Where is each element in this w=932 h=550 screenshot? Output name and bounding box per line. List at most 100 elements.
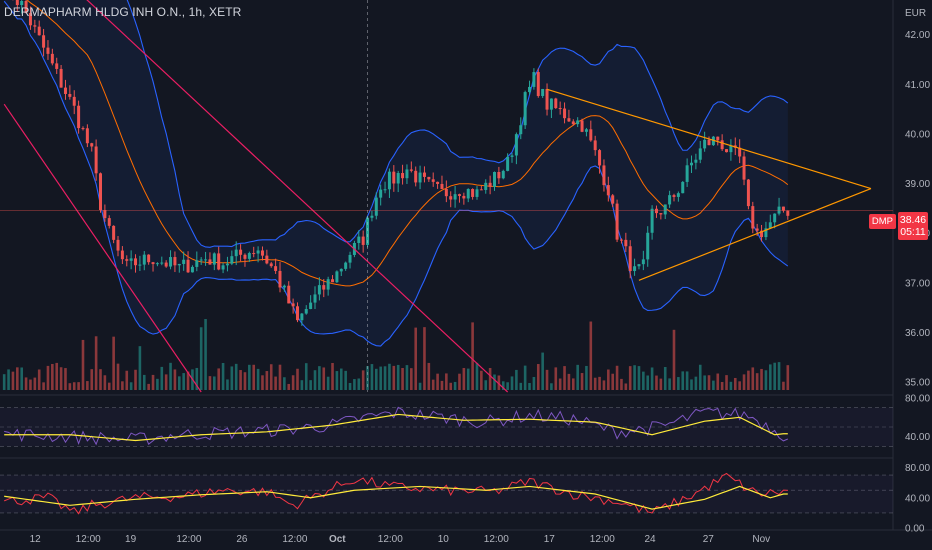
volume-bar (488, 368, 492, 390)
candle-body (260, 250, 264, 256)
candle-body (554, 98, 558, 109)
volume-bar (283, 377, 286, 390)
candle-body (659, 213, 663, 215)
volume-bar (585, 365, 588, 390)
candle-body (563, 108, 567, 119)
candle-body (134, 258, 138, 266)
candle-body (501, 170, 505, 179)
volume-bar (536, 364, 540, 390)
candle-body (46, 47, 50, 54)
candle-body (212, 253, 216, 265)
volume-bar (269, 364, 273, 390)
candle-body (541, 88, 545, 96)
volume-bar (265, 371, 269, 390)
candle-body (309, 302, 313, 310)
volume-bar (764, 370, 768, 390)
candle-body (37, 26, 41, 36)
volume-bar (550, 383, 553, 390)
candle-body (414, 170, 418, 183)
candle-body (497, 171, 501, 179)
candle-body (681, 181, 685, 194)
volume-bar (410, 368, 413, 390)
candle-body (326, 279, 330, 290)
volume-bar (519, 382, 523, 390)
volume-bar (287, 383, 291, 390)
volume-bar (655, 375, 658, 390)
candle-body (488, 182, 492, 187)
candle-body (204, 259, 208, 261)
volume-bar (11, 371, 15, 390)
candle-body (558, 108, 562, 110)
candle-body (107, 218, 111, 226)
candle-body (147, 254, 151, 263)
volume-bar (248, 364, 251, 390)
volume-bar (510, 376, 514, 390)
candle-body (650, 208, 654, 233)
volume-bar (221, 362, 225, 390)
candle-body (646, 232, 650, 260)
volume-bar (725, 375, 728, 390)
candle-body (112, 225, 116, 240)
currency-label: EUR (905, 8, 926, 19)
candle-body (436, 181, 440, 184)
volume-bar (326, 376, 330, 390)
symbol-tag: DMP (868, 214, 896, 229)
candle-body (549, 98, 553, 110)
volume-bar (107, 382, 111, 390)
volume-bar (471, 322, 474, 390)
candle-body (243, 254, 247, 259)
candle-body (125, 259, 129, 261)
volume-bar (576, 364, 579, 390)
volume-bar (480, 370, 483, 390)
volume-bar (142, 374, 146, 390)
volume-bar (449, 382, 453, 390)
candle-body (339, 268, 343, 272)
volume-bar (309, 380, 312, 390)
volume-bar (33, 377, 37, 390)
candle-body (619, 239, 623, 241)
volume-bar (418, 382, 422, 390)
candle-body (418, 172, 422, 183)
volume-bar (668, 378, 671, 390)
chart-title: DERMAPHARM HLDG INH O.N., 1h, XETR (4, 5, 242, 19)
volume-bar (436, 373, 439, 390)
volume-bar (291, 375, 295, 390)
volume-bar (234, 363, 238, 390)
volume-bar (94, 336, 98, 390)
candle-body (274, 266, 278, 271)
volume-bar (611, 373, 614, 390)
candle-body (685, 165, 689, 182)
volume-bar (261, 375, 264, 390)
candle-body (690, 162, 693, 166)
volume-bar (515, 369, 518, 390)
volume-bar (296, 368, 299, 390)
volume-bar (42, 382, 45, 390)
volume-bar (304, 363, 308, 390)
candle-body (703, 139, 707, 149)
volume-bar (563, 366, 566, 390)
candle-body (186, 259, 190, 273)
volume-bar (226, 379, 229, 390)
candle-body (768, 222, 772, 229)
last-price-tag: 38.46 05:11 (898, 212, 928, 240)
bollinger-upper-line (126, 0, 789, 248)
candle-body (291, 303, 295, 307)
volume-bar (650, 367, 654, 390)
volume-bar (431, 379, 435, 390)
volume-bar (182, 373, 185, 390)
candle-body (405, 169, 409, 179)
volume-bar (252, 364, 256, 390)
volume-bar (484, 380, 488, 390)
candle-body (247, 253, 251, 259)
volume-bar (68, 383, 72, 390)
trendline-line (3, 103, 202, 393)
candle-body (160, 262, 164, 264)
volume-bar (690, 379, 693, 390)
candle-body (313, 294, 317, 303)
volume-bar (313, 370, 317, 390)
candle-body (195, 260, 199, 267)
volume-bar (541, 352, 544, 390)
bollinger-basis-line (26, 0, 789, 287)
candle-body (344, 262, 348, 269)
